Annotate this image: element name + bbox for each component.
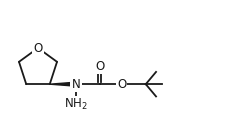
Polygon shape [50, 82, 76, 86]
Text: O: O [95, 60, 104, 73]
Text: O: O [117, 78, 126, 91]
Text: N: N [71, 78, 80, 91]
Text: O: O [33, 41, 43, 55]
Text: NH$_2$: NH$_2$ [64, 97, 88, 112]
